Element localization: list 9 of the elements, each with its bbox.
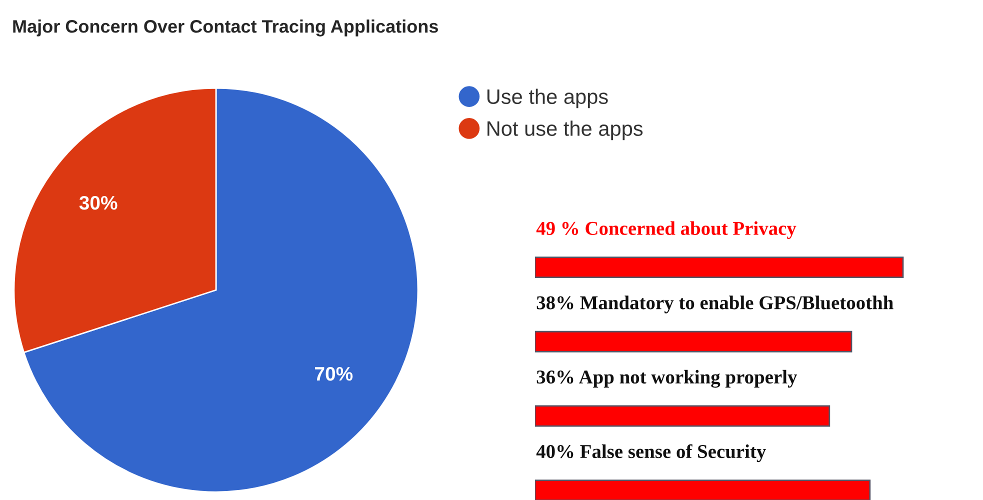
data-label: 70% — [315, 366, 353, 381]
y-tick-label: 40% False sense of Security — [536, 444, 766, 462]
y-tick-label: 36% App not working properly — [536, 370, 798, 388]
chart-title: Major Concern Over Contact Tracing Applications — [13, 20, 438, 36]
y-tick-label: 49 % Concerned about Privacy — [536, 221, 796, 239]
data-label: 30% — [79, 196, 118, 210]
legend-label: Not use the apps — [488, 120, 643, 140]
legend-label: Use the apps — [487, 88, 608, 108]
y-tick-label: 38% Mandatory to enable GPS/Bluetoothh — [536, 296, 894, 314]
